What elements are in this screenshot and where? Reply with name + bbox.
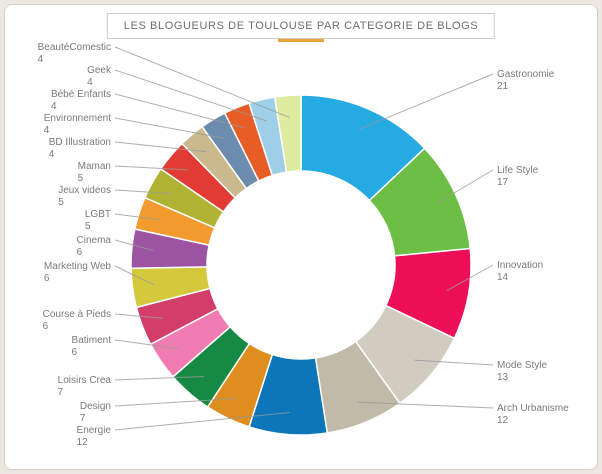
label-connector-line — [114, 376, 204, 381]
donut-chart — [114, 46, 494, 436]
label-connector-line — [114, 213, 161, 221]
label-connector-line — [114, 398, 238, 407]
label-connector-line — [414, 359, 494, 366]
label-connector-line — [114, 412, 290, 431]
label-connector-line — [114, 313, 163, 319]
label-connector-line — [114, 339, 180, 350]
chart-title: LES BLOGUEURS DE TOULOUSE PAR CATEGORIE … — [106, 13, 496, 39]
label-connector-line — [114, 189, 172, 194]
label-connector-line — [114, 93, 246, 129]
label-connector-line — [114, 46, 290, 118]
chart-card: LES BLOGUEURS DE TOULOUSE PAR CATEGORIE … — [4, 4, 598, 470]
label-connector-line — [356, 401, 494, 409]
title-accent-bar — [278, 39, 324, 42]
label-connector-line — [114, 165, 188, 171]
label-connector-line — [435, 169, 494, 205]
label-connector-line — [114, 239, 154, 252]
label-connector-line — [114, 141, 206, 153]
label-connector-line — [359, 73, 494, 130]
label-connector-line — [446, 264, 494, 292]
label-connector-line — [114, 117, 225, 139]
label-connector-line — [114, 265, 155, 286]
label-connector-line — [114, 69, 268, 122]
